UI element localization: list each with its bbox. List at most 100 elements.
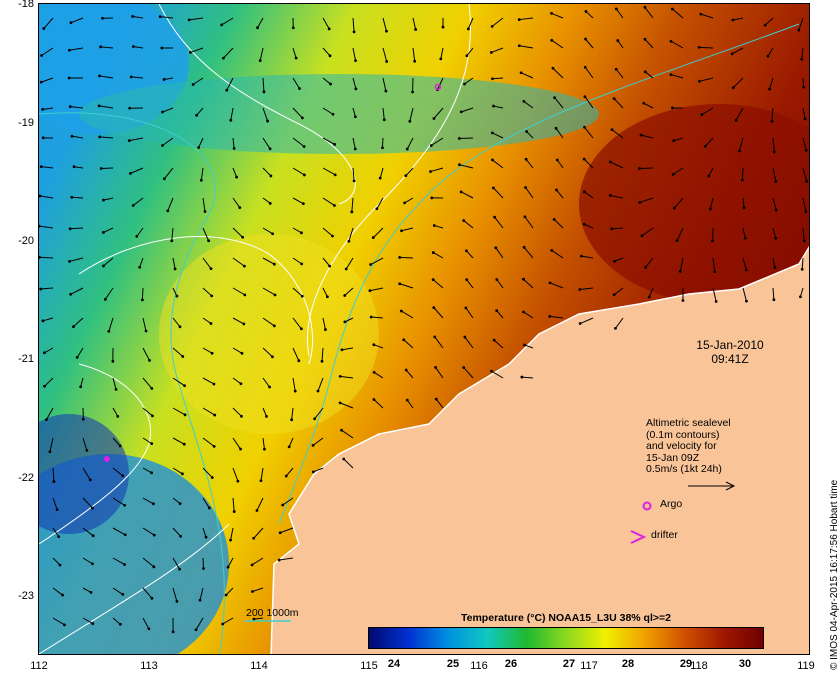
velocity-arrow (202, 257, 212, 269)
velocity-arrowhead (118, 622, 122, 626)
velocity-arrowhead (67, 48, 71, 52)
velocity-arrow (526, 131, 534, 139)
velocity-arrow (339, 402, 354, 409)
velocity-arrowhead (491, 77, 494, 81)
isobath-line (278, 23, 800, 525)
velocity-arrowhead (281, 503, 285, 507)
velocity-arrow (435, 398, 444, 409)
velocity-arrowhead (152, 565, 156, 569)
velocity-arrow (172, 257, 176, 270)
velocity-arrowhead (369, 263, 373, 266)
velocity-arrowhead (697, 45, 701, 49)
velocity-arrow (136, 227, 144, 237)
velocity-arrow (52, 497, 58, 510)
velocity-arrowhead (118, 444, 122, 448)
velocity-arrow (189, 17, 204, 21)
velocity-arrowhead (128, 106, 132, 110)
velocity-arrow (279, 527, 294, 534)
velocity-arrow (491, 370, 504, 379)
velocity-arrow (376, 197, 384, 210)
velocity-arrowhead (493, 215, 497, 219)
velocity-arrowhead (464, 249, 468, 253)
velocity-arrow (524, 344, 534, 349)
velocity-arrowhead (740, 178, 744, 182)
velocity-arrow (112, 617, 121, 625)
velocity-arrowhead (333, 173, 337, 177)
velocity-arrowhead (519, 71, 523, 75)
velocity-arrowhead (642, 101, 646, 105)
velocity-arrowhead (221, 622, 225, 626)
velocity-arrow (262, 437, 265, 450)
velocity-arrowhead (522, 310, 525, 314)
velocity-arrowhead (263, 447, 266, 451)
velocity-arrow (435, 367, 444, 379)
velocity-arrowhead (490, 24, 494, 28)
velocity-arrowhead (353, 115, 357, 119)
velocity-arrowhead (300, 116, 304, 120)
velocity-arrowhead (243, 264, 246, 268)
velocity-arrow (466, 47, 474, 57)
velocity-arrowhead (331, 234, 334, 238)
velocity-arrow (292, 347, 300, 361)
velocity-arrowhead (517, 18, 521, 21)
velocity-arrow (70, 227, 84, 230)
velocity-arrowhead (584, 10, 588, 13)
velocity-arrowhead (700, 113, 704, 116)
velocity-arrowhead (331, 112, 335, 116)
velocity-arrow (554, 97, 564, 109)
velocity-arrowhead (166, 209, 170, 213)
velocity-arrow (406, 399, 414, 409)
velocity-arrowhead (293, 389, 297, 393)
velocity-arrowhead (162, 78, 166, 81)
timestamp-time: 09:41Z (711, 352, 749, 366)
velocity-arrow (352, 77, 357, 89)
velocity-arrow (80, 377, 84, 387)
velocity-arrowhead (610, 128, 614, 132)
velocity-arrow (262, 377, 270, 388)
velocity-arrowhead (441, 25, 445, 29)
velocity-arrow (523, 247, 534, 259)
sst-map[interactable] (38, 3, 810, 655)
velocity-arrowhead (313, 417, 317, 421)
velocity-arrowhead (548, 281, 552, 285)
velocity-arrow (802, 107, 806, 119)
velocity-arrowhead (431, 251, 435, 254)
velocity-arrow (314, 407, 324, 420)
velocity-arrowhead (70, 195, 74, 199)
velocity-arrowhead (490, 369, 493, 373)
velocity-arrowhead (252, 536, 256, 540)
velocity-arrowhead (224, 593, 228, 597)
velocity-arrowhead (372, 370, 376, 374)
velocity-arrowhead (183, 384, 186, 388)
velocity-arrow (69, 257, 84, 262)
velocity-arrow (764, 17, 774, 26)
velocity-arrowhead (240, 351, 244, 355)
velocity-arrowhead (555, 158, 559, 162)
velocity-arrowhead (612, 293, 616, 297)
velocity-arrowhead (647, 295, 651, 299)
velocity-arrowhead (744, 268, 748, 272)
velocity-arrowhead (738, 149, 741, 153)
velocity-arrow (82, 617, 94, 625)
velocity-arrow (112, 467, 124, 477)
velocity-arrow (352, 167, 355, 181)
velocity-arrowhead (671, 106, 674, 110)
velocity-arrow (672, 167, 684, 175)
velocity-arrow (801, 47, 804, 60)
velocity-arrowhead (463, 335, 467, 339)
velocity-arrowhead (202, 567, 205, 570)
velocity-arrow (202, 437, 215, 447)
velocity-arrow (798, 17, 804, 31)
velocity-arrow (260, 467, 264, 481)
velocity-arrowhead (150, 471, 153, 475)
velocity-arrowhead (582, 157, 586, 161)
velocity-arrowhead (39, 165, 43, 169)
colorbar-tick: 28 (621, 658, 635, 670)
velocity-arrow (227, 557, 234, 568)
velocity-arrow (142, 317, 147, 332)
velocity-arrow (202, 287, 213, 297)
velocity-arrowhead (709, 207, 712, 211)
colorbar-tick: 26 (504, 658, 518, 670)
velocity-arrow (799, 287, 804, 297)
velocity-arrowhead (226, 565, 230, 569)
